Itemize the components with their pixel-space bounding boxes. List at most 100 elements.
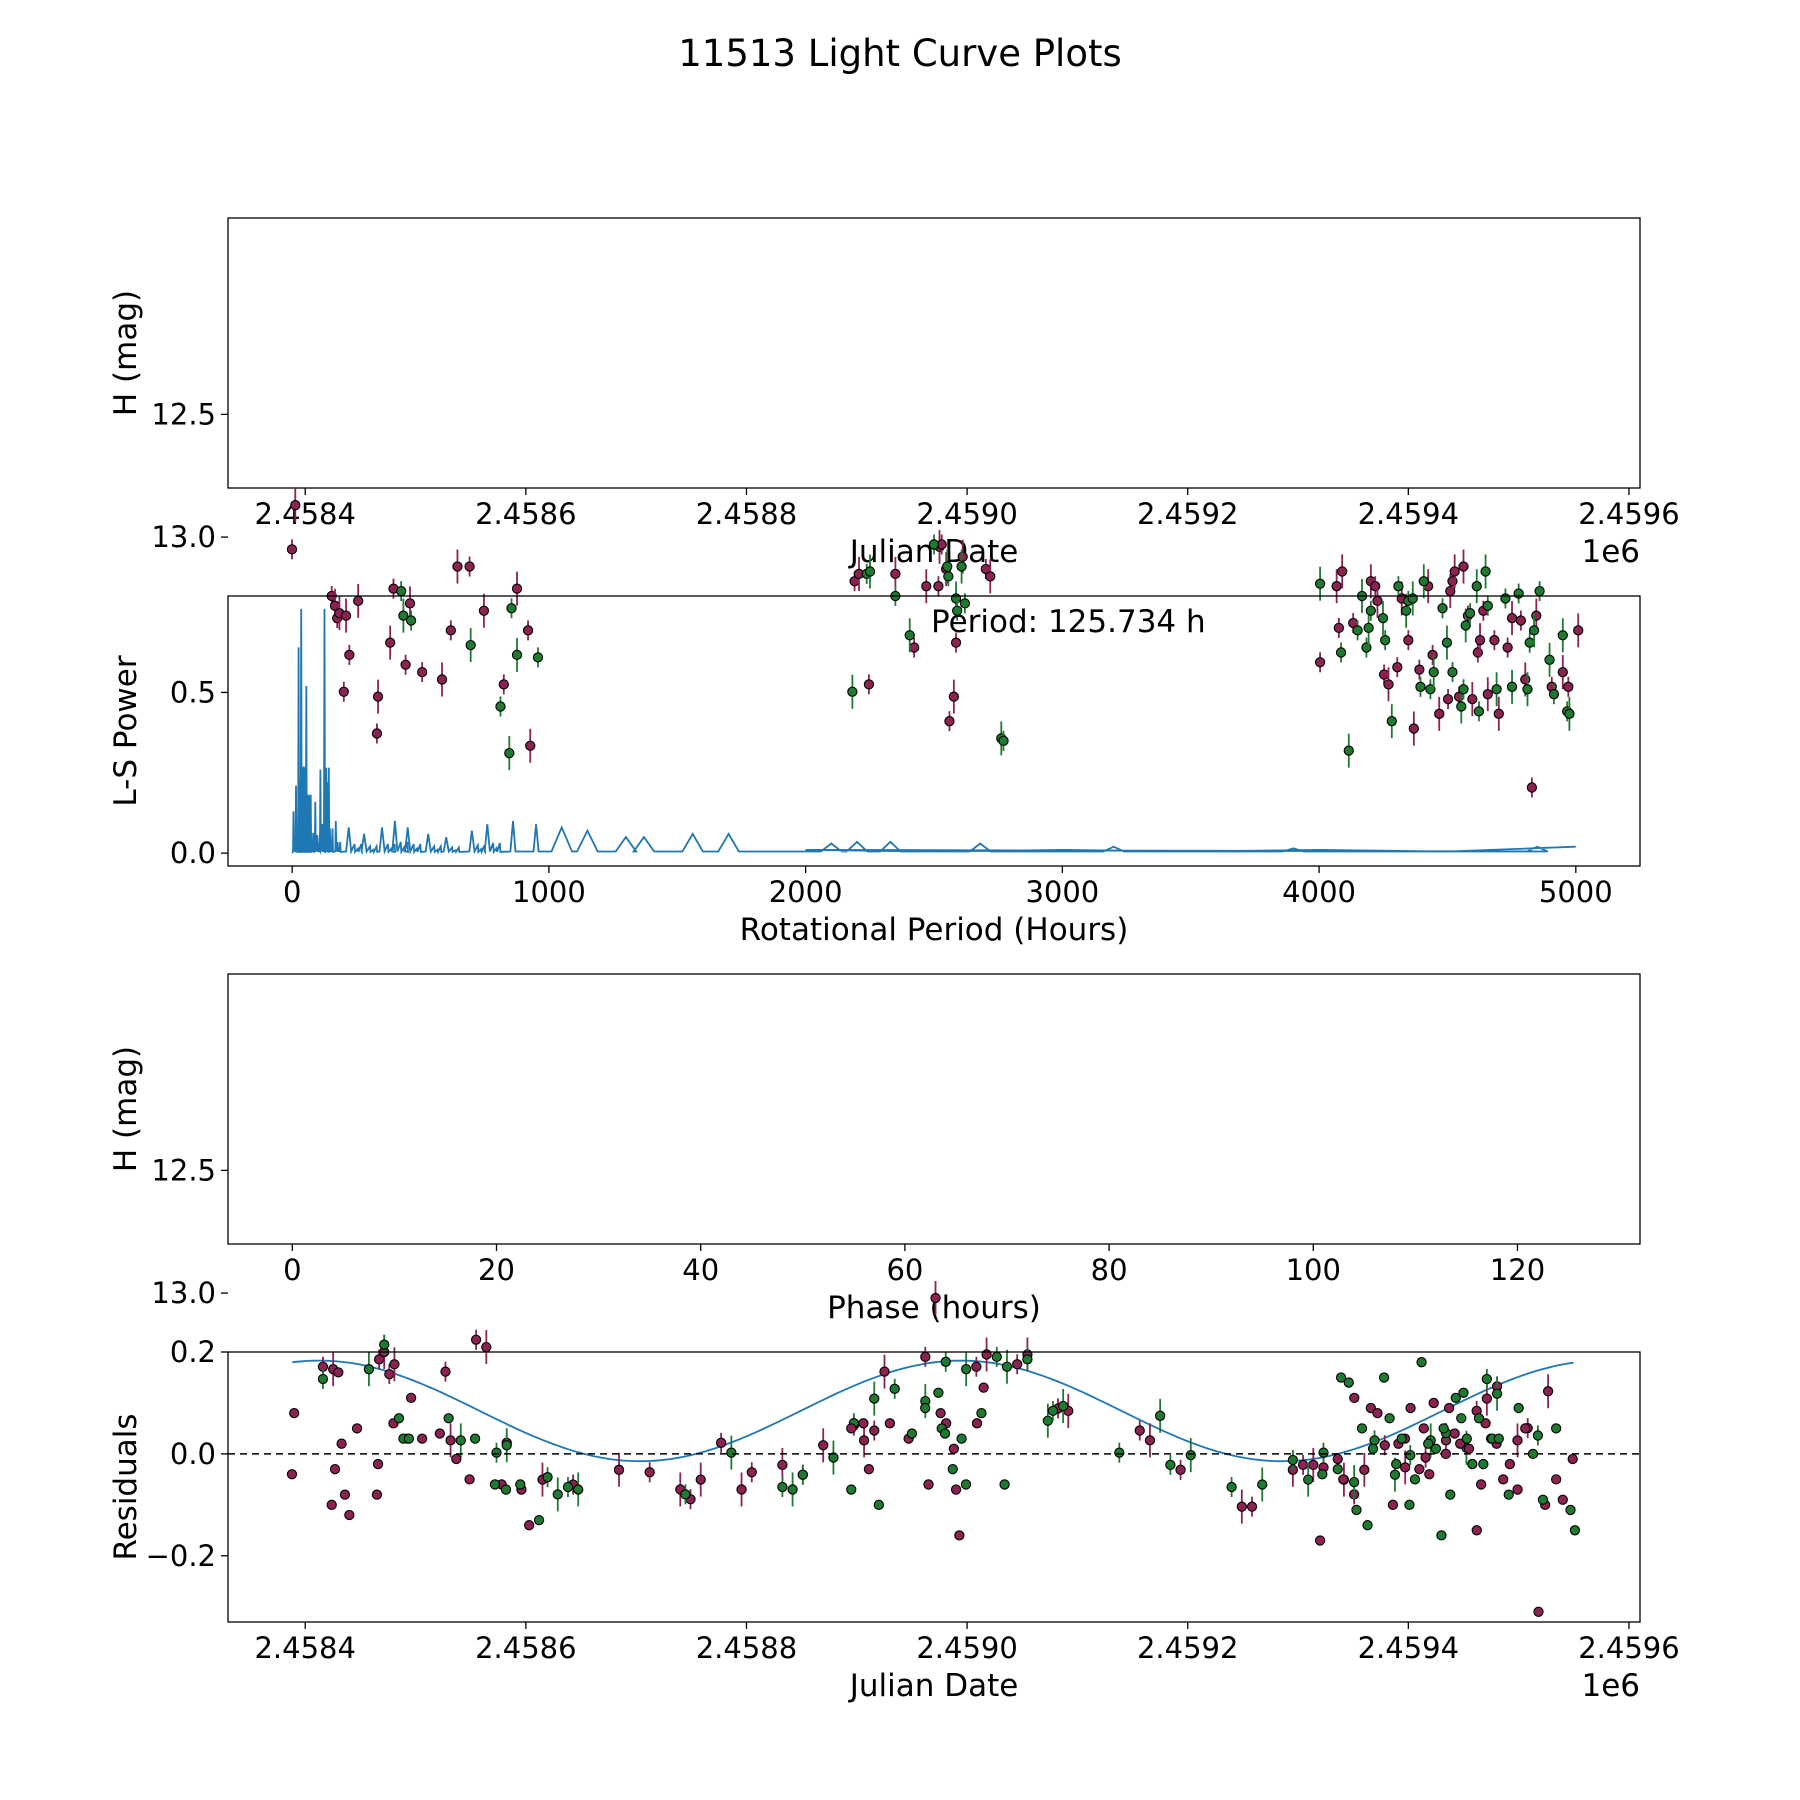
data-point — [501, 1440, 512, 1451]
data-point — [1185, 1449, 1196, 1461]
data-point — [1337, 566, 1348, 577]
data-point — [506, 603, 517, 614]
data-point — [336, 1438, 347, 1449]
data-point — [863, 1464, 875, 1475]
data-point — [1362, 1520, 1373, 1531]
data-point — [500, 1484, 512, 1495]
data-point — [1408, 723, 1420, 734]
data-point — [904, 630, 915, 641]
panel-light-curve: 2.4584 2.4586 2.4588 2.4590 2.4592 2.4594 2.45… — [108, 217, 1680, 798]
data-point — [1379, 1440, 1390, 1451]
data-point — [613, 1464, 625, 1475]
data-point — [290, 500, 301, 511]
data-point — [1314, 578, 1326, 589]
data-point — [286, 544, 298, 555]
data-point — [1359, 1464, 1370, 1475]
data-point — [695, 1474, 706, 1485]
x-axis-label: Julian Date — [848, 534, 1019, 570]
plot-frame — [227, 595, 1641, 867]
data-point — [1372, 595, 1383, 607]
data-point — [1527, 1448, 1539, 1460]
data-point — [1503, 1489, 1514, 1500]
data-point — [1134, 1425, 1145, 1436]
data-point — [1332, 1464, 1343, 1475]
data-point — [1513, 1402, 1524, 1414]
data-point — [1372, 1407, 1383, 1419]
data-point — [1351, 1504, 1362, 1516]
data-point — [1534, 585, 1545, 597]
data-point — [1464, 608, 1476, 619]
data-point — [1513, 588, 1524, 599]
data-point — [952, 605, 963, 616]
data-point — [873, 1499, 884, 1510]
data-point — [1414, 1464, 1425, 1475]
data-point — [573, 1484, 584, 1495]
data-point — [1367, 1443, 1379, 1454]
period-annotation: Period: 125.734 h — [931, 604, 1206, 640]
data-point — [416, 666, 428, 678]
data-point — [1434, 708, 1445, 719]
data-point — [930, 1292, 941, 1304]
data-point — [393, 1413, 405, 1424]
data-point — [363, 1364, 375, 1375]
data-point — [1502, 642, 1513, 653]
data-point — [470, 1334, 482, 1345]
data-point — [1544, 654, 1555, 665]
x-tick-label: 5000 — [1539, 875, 1613, 909]
data-point — [864, 566, 876, 577]
data-point — [1491, 1388, 1503, 1399]
data-point — [961, 1364, 972, 1375]
data-point — [908, 642, 920, 653]
data-point — [371, 1489, 383, 1500]
x-tick-label: 1000 — [512, 875, 586, 909]
data-point — [552, 1489, 563, 1500]
data-point — [1458, 561, 1469, 572]
data-point — [1445, 585, 1456, 597]
data-point — [1480, 566, 1491, 577]
data-point — [998, 735, 1009, 746]
x-tick-label: 2.4584 — [254, 497, 355, 531]
data-point — [1481, 1393, 1493, 1404]
data-point — [1335, 1372, 1347, 1383]
data-point — [1493, 1433, 1504, 1444]
data-point — [1467, 1458, 1478, 1470]
data-point — [1418, 1423, 1429, 1434]
data-point — [879, 1366, 890, 1377]
data-point — [452, 561, 463, 572]
data-point — [1551, 1423, 1562, 1434]
x-offset-label: 1e6 — [1581, 1668, 1640, 1704]
data-point — [1481, 1373, 1493, 1385]
data-point — [828, 1452, 839, 1463]
x-tick-label: 2.4592 — [1137, 1631, 1238, 1665]
data-point — [726, 1447, 737, 1458]
data-point — [1405, 1449, 1416, 1461]
data-point — [889, 1383, 900, 1394]
data-point — [933, 581, 944, 592]
data-point — [1165, 1459, 1176, 1471]
data-point — [1331, 581, 1342, 592]
data-point — [940, 1356, 951, 1367]
data-point — [1226, 1481, 1237, 1493]
data-point — [736, 1484, 747, 1495]
data-point — [1531, 610, 1542, 621]
data-point — [944, 716, 955, 727]
data-point — [504, 747, 515, 759]
data-point — [491, 1447, 502, 1458]
data-point — [933, 1387, 944, 1398]
data-point — [1437, 603, 1448, 614]
data-point — [943, 571, 954, 582]
data-point — [715, 1437, 727, 1448]
y-tick-label: −0.2 — [146, 1539, 216, 1573]
figure-title: 11513 Light Curve Plots — [678, 32, 1122, 75]
x-offset-label: 1e6 — [1581, 534, 1640, 570]
data-point — [777, 1459, 788, 1471]
data-point — [1317, 1469, 1328, 1480]
data-point — [1418, 576, 1429, 587]
data-point — [1428, 1397, 1439, 1409]
data-point — [1449, 566, 1460, 577]
data-point — [1393, 581, 1404, 592]
data-point — [1438, 1423, 1449, 1434]
data-point — [1352, 625, 1363, 636]
plot-frame — [227, 1351, 1641, 1623]
y-tick-label: 0.0 — [170, 1437, 216, 1471]
